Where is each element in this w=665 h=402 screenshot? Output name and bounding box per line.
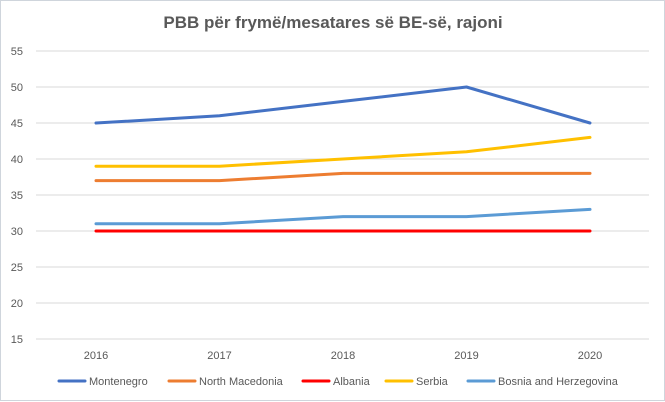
y-tick-label: 50 bbox=[11, 82, 23, 94]
y-axis: 15 20 25 30 35 40 45 50 55 bbox=[11, 46, 23, 346]
series-line-serbia bbox=[94, 135, 592, 168]
series-line-montenegro bbox=[94, 85, 592, 125]
legend: Montenegro North Macedonia Albania Serbia Bo… bbox=[57, 376, 619, 388]
y-tick-label: 35 bbox=[11, 190, 23, 202]
series-layer bbox=[94, 85, 592, 233]
legend-item-north-macedonia: North Macedonia bbox=[167, 376, 284, 388]
y-tick-label: 15 bbox=[11, 334, 23, 346]
legend-label: Montenegro bbox=[89, 376, 148, 388]
legend-item-montenegro: Montenegro bbox=[57, 376, 148, 388]
legend-label: North Macedonia bbox=[199, 376, 284, 388]
legend-item-bosnia-and-herzegovina: Bosnia and Herzegovina bbox=[466, 376, 619, 388]
legend-item-serbia: Serbia bbox=[384, 376, 449, 388]
y-tick-label: 25 bbox=[11, 262, 23, 274]
legend-label: Albania bbox=[333, 376, 371, 388]
legend-label: Bosnia and Herzegovina bbox=[498, 376, 619, 388]
x-tick-label: 2017 bbox=[207, 350, 231, 362]
x-tick-label: 2020 bbox=[578, 350, 602, 362]
legend-label: Serbia bbox=[416, 376, 449, 388]
x-tick-label: 2018 bbox=[331, 350, 355, 362]
legend-item-albania: Albania bbox=[301, 376, 371, 388]
y-tick-label: 40 bbox=[11, 154, 23, 166]
y-tick-label: 20 bbox=[11, 298, 23, 310]
chart-title: PBB për frymë/mesatares së BE-së, rajoni bbox=[163, 13, 502, 32]
series-line-north-macedonia bbox=[94, 171, 592, 183]
x-tick-label: 2019 bbox=[454, 350, 478, 362]
y-tick-label: 45 bbox=[11, 118, 23, 130]
series-line-bosnia-and-herzegovina bbox=[94, 207, 592, 226]
x-axis: 2016 2017 2018 2019 2020 bbox=[84, 350, 602, 362]
grid-layer bbox=[36, 50, 649, 340]
x-tick-label: 2016 bbox=[84, 350, 108, 362]
y-tick-label: 30 bbox=[11, 226, 23, 238]
y-tick-label: 55 bbox=[11, 46, 23, 58]
